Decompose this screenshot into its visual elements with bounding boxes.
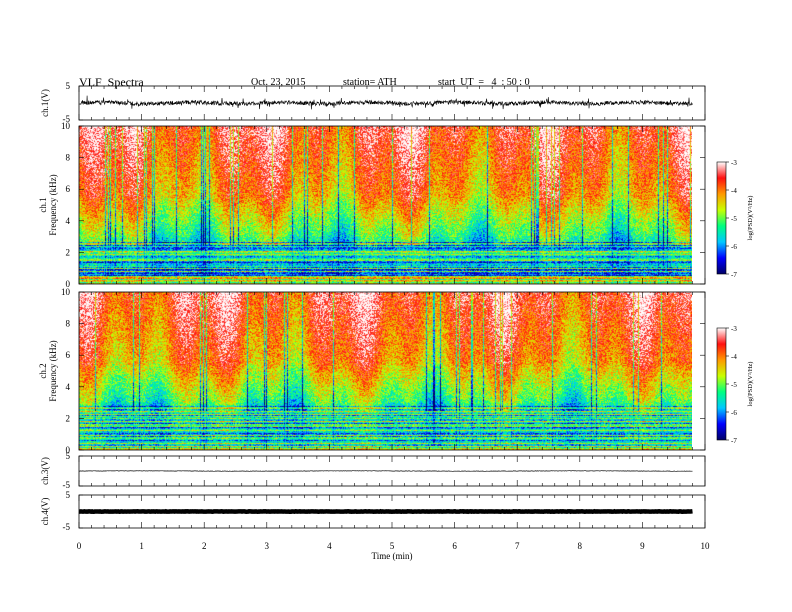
x-tick-label: 9 xyxy=(640,541,645,551)
ch1-waveform-ytick: 5 xyxy=(66,81,71,91)
ch1-spectrogram-ytick: 8 xyxy=(66,153,71,163)
x-tick-label: 10 xyxy=(701,541,711,551)
ch2-spectrogram-ytick: 8 xyxy=(66,319,71,329)
ch2-spectrogram-colorbar-label: log(PSD)(V²/Hz) xyxy=(747,362,754,407)
ch2-spectrogram-ytick: 10 xyxy=(61,287,71,297)
x-tick-label: 2 xyxy=(202,541,207,551)
ch3-waveform-ytick: -5 xyxy=(63,480,71,490)
ch3-waveform-trace xyxy=(79,470,693,472)
ch2-spectrogram-ylabel: ch.2Frequency (kHz) xyxy=(38,340,58,401)
x-tick-label: 8 xyxy=(578,541,583,551)
ch2-spectrogram-ytick: 6 xyxy=(66,350,71,360)
ch1-waveform-trace xyxy=(78,95,693,110)
x-tick-label: 0 xyxy=(77,541,82,551)
station-label: station= ATH xyxy=(343,77,397,88)
ch1-spectrogram-colorbar-tick: -6 xyxy=(731,243,737,251)
ch1-spectrogram-ytick: 0 xyxy=(66,279,71,289)
ch2-spectrogram-heatmap xyxy=(79,292,692,450)
ch4-waveform-ylabel: ch.4(V) xyxy=(40,498,50,526)
ch2-spectrogram-colorbar-tick: -4 xyxy=(731,353,737,361)
ch1-spectrogram-ytick: 10 xyxy=(61,121,71,131)
ch1-spectrogram-colorbar-tick: -5 xyxy=(731,215,737,223)
ch2-spectrogram-heatmap-canvas xyxy=(79,292,692,450)
ch3-waveform-ylabel: ch.3(V) xyxy=(40,457,50,485)
ch1-waveform-ytick: -5 xyxy=(63,114,71,124)
ch1-spectrogram-colorbar-label: log(PSD)(V²/Hz) xyxy=(747,196,754,241)
ch2-spectrogram-colorbar-tick: -3 xyxy=(731,325,737,333)
x-tick-label: 3 xyxy=(265,541,270,551)
ch1-spectrogram-colorbar-tick: -3 xyxy=(731,159,737,167)
figure-title: VLF Spectra xyxy=(79,75,144,89)
ch2-spectrogram-colorbar-tick: -6 xyxy=(731,409,737,417)
ch1-spectrogram-ytick: 6 xyxy=(66,184,71,194)
ch1-waveform-ylabel: ch.1(V) xyxy=(40,89,50,117)
ch4-waveform-ytick: -5 xyxy=(63,522,71,532)
ch4-waveform-ytick: 5 xyxy=(66,490,71,500)
ch2-spectrogram-ytick: 2 xyxy=(66,413,71,423)
x-tick-label: 6 xyxy=(452,541,457,551)
x-tick-label: 1 xyxy=(139,541,144,551)
x-tick-label: 4 xyxy=(327,541,332,551)
ch1-spectrogram-heatmap-canvas xyxy=(79,126,692,284)
ch1-spectrogram-colorbar xyxy=(716,161,727,275)
start-time-label: start UT = 4 : 50 : 0 xyxy=(438,77,530,88)
ch3-waveform-ytick: 5 xyxy=(66,451,71,461)
x-tick-label: 5 xyxy=(390,541,395,551)
date-label: Oct. 23, 2015 xyxy=(251,77,306,88)
ch2-spectrogram-colorbar xyxy=(716,327,727,441)
ch1-spectrogram-ytick: 2 xyxy=(66,247,71,257)
ch2-spectrogram-ytick: 4 xyxy=(66,382,71,392)
ch1-spectrogram-ylabel: ch.1Frequency (kHz) xyxy=(38,174,58,235)
ch1-spectrogram-colorbar-tick: -4 xyxy=(731,187,737,195)
ch1-spectrogram-colorbar-tick: -7 xyxy=(731,271,737,279)
ch2-spectrogram-ytick: 0 xyxy=(66,445,71,455)
ch2-spectrogram-colorbar-tick: -5 xyxy=(731,381,737,389)
ch2-spectrogram-colorbar-tick: -7 xyxy=(731,437,737,445)
x-tick-label: 7 xyxy=(515,541,520,551)
ch1-spectrogram-ytick: 4 xyxy=(66,216,71,226)
x-axis-label: Time (min) xyxy=(372,551,413,561)
ch1-spectrogram-heatmap xyxy=(79,126,692,284)
